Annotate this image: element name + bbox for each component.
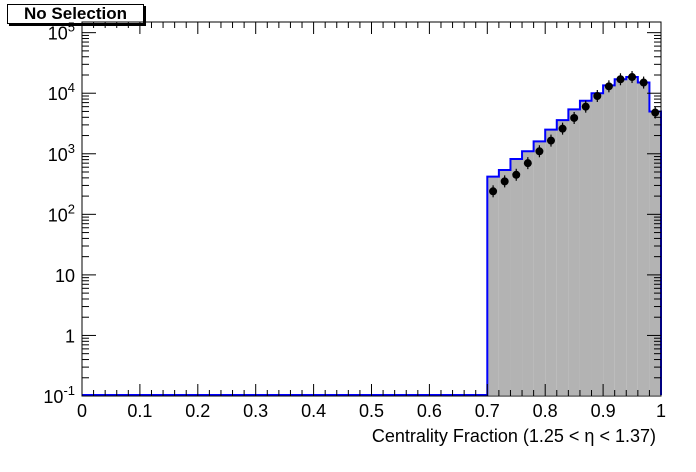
data-points-layer: [489, 71, 660, 198]
y-tick-label: 102: [48, 201, 75, 225]
histogram-bar: [556, 120, 569, 396]
data-point: [628, 73, 637, 82]
x-tick-label: 0.2: [185, 401, 210, 421]
plot-title-box: No Selection: [7, 4, 144, 24]
x-tick-label: 0.1: [127, 401, 152, 421]
histogram-bar: [579, 100, 592, 395]
histogram-bar: [591, 93, 604, 396]
y-tick-label: 10: [55, 266, 75, 286]
histogram-bar: [649, 111, 661, 395]
histogram-bar: [533, 141, 546, 395]
y-axis-ticks: 10-1 1 10 102 103 104 105: [43, 20, 661, 407]
x-tick-label: 0.3: [243, 401, 268, 421]
x-axis-title: Centrality Fraction (1.25 < η < 1.37): [372, 426, 656, 446]
data-point: [489, 187, 498, 196]
histogram-bar: [487, 176, 499, 395]
data-point: [523, 159, 532, 168]
histogram-fill-layer: [487, 77, 661, 396]
plot-title: No Selection: [24, 4, 127, 23]
histogram-bar: [637, 82, 650, 396]
y-tick-label: 105: [48, 20, 75, 44]
data-point: [581, 102, 590, 111]
data-point: [570, 113, 579, 122]
histogram-bar: [498, 169, 511, 395]
y-tick-label: 103: [48, 141, 75, 165]
histogram-bar: [614, 79, 627, 396]
histogram-bar: [510, 158, 523, 395]
x-tick-label: 0.7: [475, 401, 500, 421]
histogram-bar: [568, 109, 580, 396]
x-tick-label: 0.9: [591, 401, 616, 421]
x-axis-ticks: 0 0.1 0.2 0.3 0.4 0.5 0.6 0.7 0.8 0.9 1: [77, 22, 666, 421]
x-tick-label: 0.6: [417, 401, 442, 421]
x-tick-label: 0.8: [533, 401, 558, 421]
data-point: [616, 75, 625, 84]
data-point: [512, 170, 521, 179]
data-point: [558, 124, 567, 133]
data-point: [546, 136, 555, 145]
histogram-bar: [545, 129, 557, 395]
y-tick-label: 104: [48, 80, 75, 104]
data-point: [639, 78, 648, 87]
histogram-bar: [626, 77, 638, 395]
x-tick-label: 0.5: [359, 401, 384, 421]
data-point: [535, 147, 544, 156]
y-tick-label: 1: [65, 326, 75, 346]
data-point: [500, 177, 509, 186]
data-point: [604, 82, 613, 91]
x-tick-label: 0: [77, 401, 87, 421]
x-tick-label: 1: [656, 401, 666, 421]
histogram-bar: [603, 85, 615, 395]
histogram-bar: [522, 151, 534, 395]
data-point: [593, 91, 602, 100]
data-point: [651, 108, 660, 117]
y-tick-label: 10-1: [43, 383, 75, 407]
x-tick-label: 0.4: [301, 401, 326, 421]
